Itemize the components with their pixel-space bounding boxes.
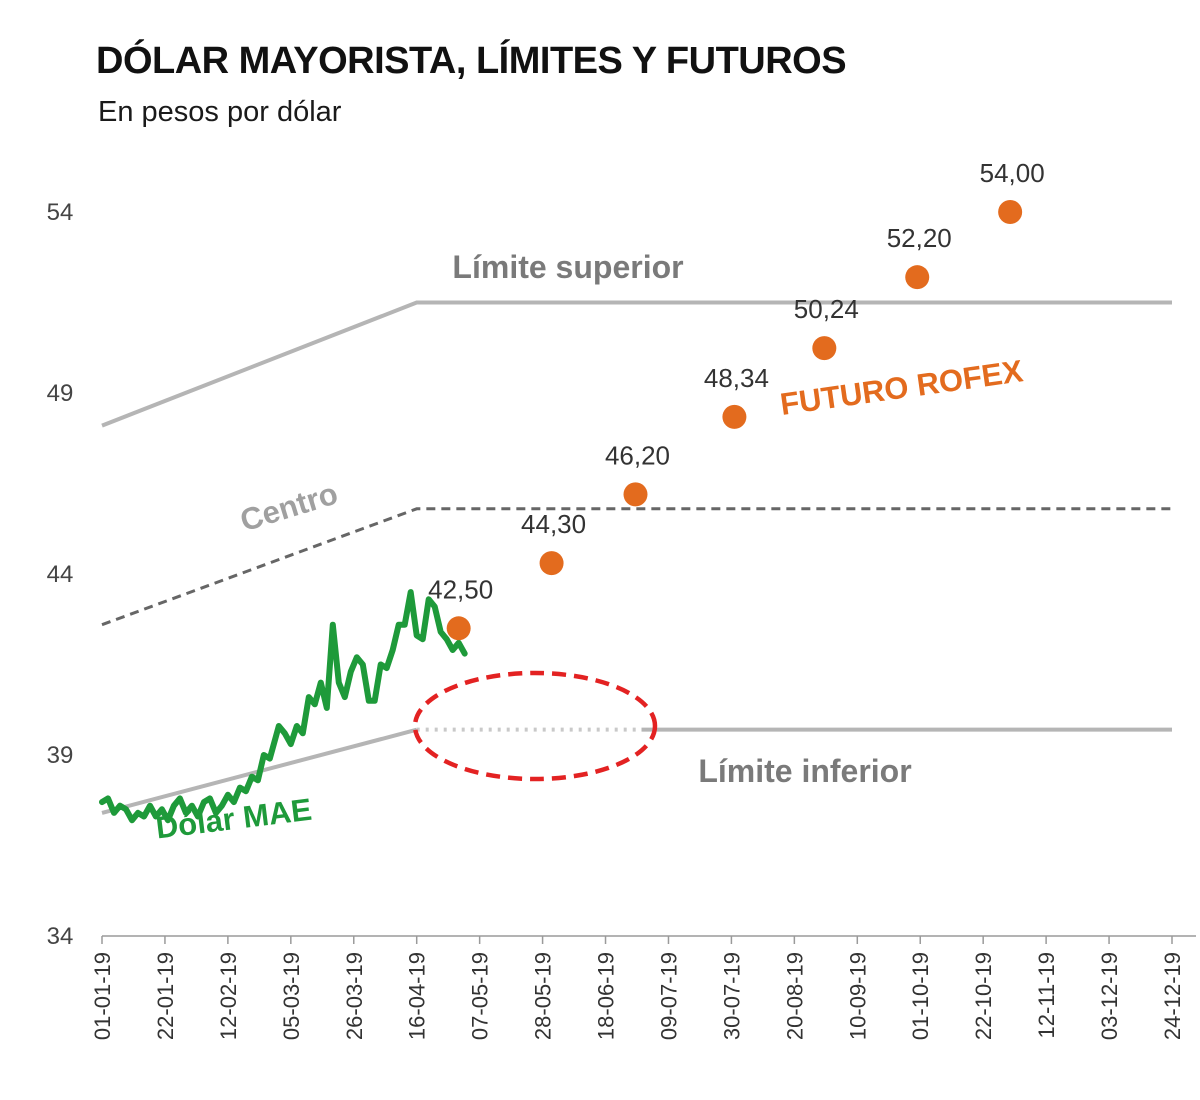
x-tick-label: 22-10-19: [971, 952, 996, 1040]
x-tick-label: 24-12-19: [1160, 952, 1185, 1040]
series-lines: [99, 300, 1172, 824]
rofex-data-label: 52,20: [887, 223, 952, 253]
x-tick-label: 18-06-19: [594, 952, 619, 1040]
x-tick-label: 07-05-19: [468, 952, 493, 1040]
x-tick-label: 03-12-19: [1097, 952, 1122, 1040]
rofex-point: [446, 616, 471, 641]
x-tick-label: 09-07-19: [656, 952, 681, 1040]
rofex-point: [998, 200, 1023, 224]
series-line-dolar-mae: [99, 589, 468, 824]
x-tick-label: 05-03-19: [279, 952, 304, 1040]
series-line-centro: [101, 507, 1172, 627]
chart-subtitle: En pesos por dólar: [98, 96, 342, 128]
y-tick-label: 54: [47, 199, 74, 226]
x-tick-label: 01-01-19: [90, 952, 115, 1040]
y-tick-label: 44: [47, 561, 74, 588]
rofex-data-label: 42,50: [428, 574, 493, 604]
rofex-point: [812, 336, 837, 361]
y-tick-label: 49: [47, 380, 74, 407]
label-centro: Centro: [236, 476, 342, 539]
rofex-data-label: 44,30: [521, 509, 586, 539]
rofex-point: [905, 265, 930, 290]
rofex-point: [623, 482, 648, 507]
x-tick-label: 12-11-19: [1034, 952, 1059, 1038]
x-tick-label: 16-04-19: [405, 952, 430, 1040]
label-limite-superior: Límite superior: [452, 249, 683, 285]
x-tick-label: 30-07-19: [719, 952, 744, 1040]
x-tick-label: 20-08-19: [782, 952, 807, 1040]
rofex-point: [539, 551, 564, 576]
x-tick-label: 12-02-19: [216, 952, 241, 1040]
chart-title: DÓLAR MAYORISTA, LÍMITES Y FUTUROS: [96, 40, 847, 82]
rofex-markers: 42,50 44,30 46,20 48,34 50,24 52,20 54,00: [428, 158, 1045, 641]
rofex-data-label: 54,00: [980, 158, 1045, 188]
rofex-point: [722, 404, 747, 429]
x-tick-label: 01-10-19: [908, 952, 933, 1040]
axes: 34 39 44 49 54 01-01-19 22-01-19 12-02-19 05-03-…: [47, 199, 1196, 1040]
x-tick-label: 22-01-19: [153, 952, 178, 1040]
x-tick-label: 10-09-19: [845, 952, 870, 1040]
rofex-data-label: 46,20: [605, 440, 670, 470]
series-line-limite-superior: [101, 300, 1172, 428]
y-tick-label: 34: [47, 923, 74, 950]
y-tick-label: 39: [47, 742, 74, 769]
rofex-data-label: 50,24: [794, 294, 859, 324]
x-tick-label: 28-05-19: [531, 952, 556, 1040]
label-limite-inferior: Límite inferior: [698, 753, 911, 789]
x-tick-label: 26-03-19: [342, 952, 367, 1040]
rofex-data-label: 48,34: [704, 363, 769, 393]
highlight-ellipse: [412, 670, 658, 782]
label-futuro-rofex: FUTURO ROFEX: [778, 353, 1025, 422]
